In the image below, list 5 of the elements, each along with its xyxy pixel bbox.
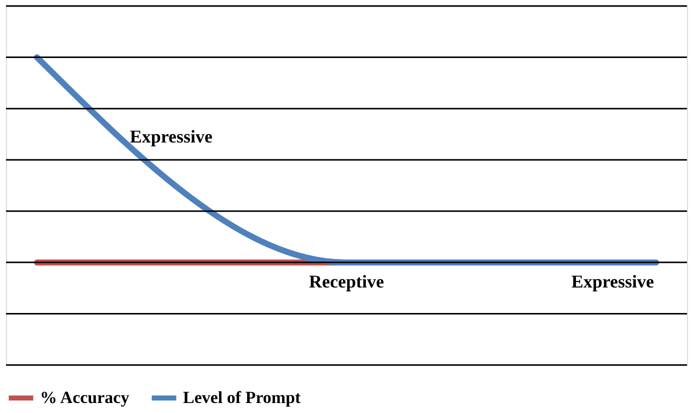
annotation: Receptive (309, 272, 384, 292)
legend-label: % Accuracy (40, 388, 130, 407)
annotation: Expressive (571, 272, 654, 292)
legend-label: Level of Prompt (183, 388, 302, 407)
annotation: Expressive (130, 126, 212, 146)
